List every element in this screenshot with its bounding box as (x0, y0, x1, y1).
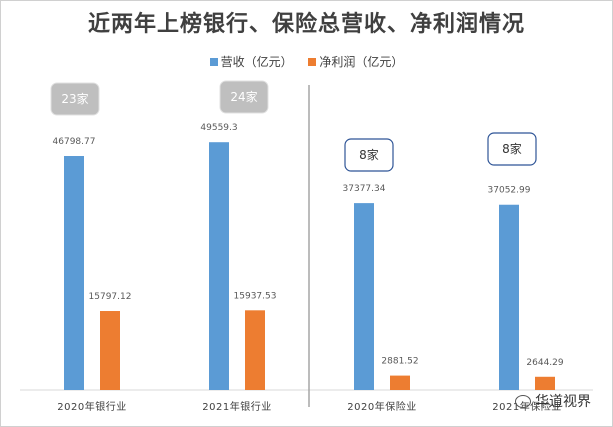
annotation-box-0 (50, 82, 100, 116)
bar-revenue-0 (64, 156, 84, 390)
wechat-icon (515, 394, 531, 408)
bar-net-profit-2 (390, 375, 410, 390)
legend-label-net-profit: 净利润（亿元） (319, 55, 404, 69)
data-label-net-profit-0: 15797.12 (89, 292, 132, 302)
watermark: 华道视界 (515, 391, 591, 411)
data-label-net-profit-3: 2644.29 (526, 358, 563, 368)
legend-item-net-profit: 净利润（亿元） (308, 53, 403, 70)
legend-swatch-revenue (209, 58, 218, 66)
chart-title: 近两年上榜银行、保险总营收、净利润情况 (87, 11, 525, 37)
bar-revenue-3 (499, 204, 519, 390)
bar-net-profit-1 (245, 310, 265, 390)
category-label-0: 2020年银行业 (57, 400, 126, 413)
watermark-text: 华道视界 (535, 394, 591, 410)
data-label-net-profit-2: 2881.52 (381, 357, 418, 367)
annotation-box-3 (487, 132, 537, 166)
category-label-1: 2021年银行业 (202, 400, 271, 413)
chart-legend: 营收（亿元） 净利润（亿元） (0, 53, 613, 70)
annotation-box-2 (344, 138, 394, 172)
bar-revenue-2 (354, 203, 374, 390)
data-label-revenue-1: 49559.3 (200, 123, 237, 133)
annotation-label-1: 24家 (230, 89, 257, 104)
data-label-net-profit-1: 15937.53 (234, 291, 277, 301)
legend-label-revenue: 营收（亿元） (220, 55, 293, 69)
bar-net-profit-3 (535, 376, 555, 390)
data-label-revenue-3: 37052.99 (488, 186, 531, 196)
bar-net-profit-0 (100, 311, 120, 390)
annotation-label-2: 8家 (359, 147, 379, 162)
data-label-revenue-0: 46798.77 (53, 137, 96, 147)
category-label-2: 2020年保险业 (347, 400, 416, 413)
annotation-label-3: 8家 (502, 141, 522, 156)
bar-revenue-1 (209, 142, 229, 390)
data-label-revenue-2: 37377.34 (343, 184, 386, 194)
legend-item-revenue: 营收（亿元） (209, 53, 293, 70)
legend-swatch-net-profit (308, 58, 317, 66)
annotation-label-0: 23家 (61, 91, 88, 106)
annotation-box-1 (219, 80, 269, 114)
